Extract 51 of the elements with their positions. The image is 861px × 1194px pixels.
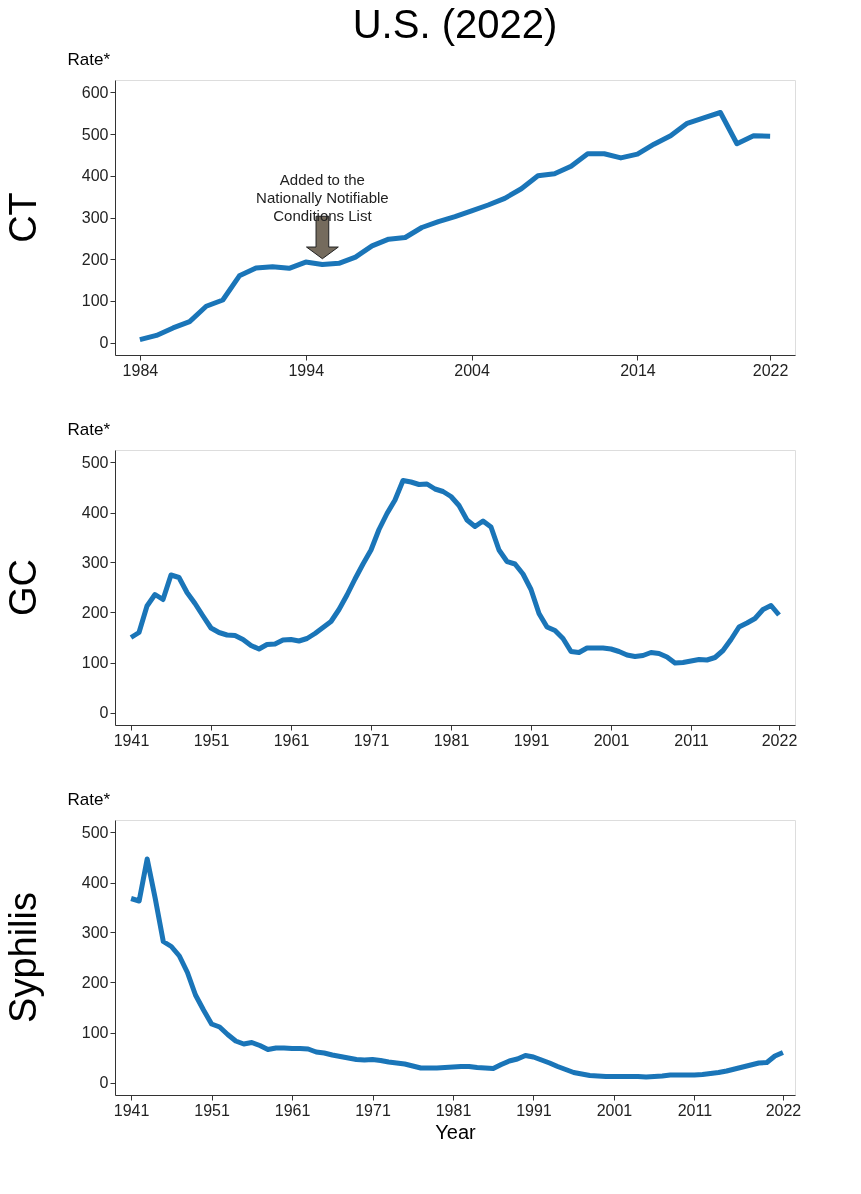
y-tick-label: 300 xyxy=(81,924,109,941)
y-tick-label: 0 xyxy=(99,334,109,351)
x-tick-label: 1941 xyxy=(113,731,150,749)
y-tick-label: 200 xyxy=(81,250,109,268)
x-tick-label: 2001 xyxy=(596,1101,633,1119)
y-tick-label: 400 xyxy=(81,504,109,521)
y-tick-label: 300 xyxy=(81,554,109,571)
y-tick-label: 200 xyxy=(81,974,109,991)
y-tick-label: 400 xyxy=(81,874,109,891)
text: GC xyxy=(2,559,44,616)
x-tick-label: 1961 xyxy=(274,1101,311,1119)
text: Syphilis xyxy=(2,892,44,1023)
x-tick-label: 1951 xyxy=(194,1101,230,1119)
y-tick-label: 400 xyxy=(81,167,109,185)
x-tick-label: 1991 xyxy=(516,1101,552,1119)
x-tick-label: 1981 xyxy=(433,731,470,749)
x-tick-label: 1981 xyxy=(435,1101,472,1119)
x-tick-label: 2022 xyxy=(765,1101,802,1119)
x-tick-label: 2022 xyxy=(752,361,789,379)
x-tick-label: 1941 xyxy=(113,1101,150,1119)
y-tick-label: 300 xyxy=(81,209,109,226)
y-axis-title: Rate* xyxy=(67,49,111,69)
x-tick-label: 1971 xyxy=(355,1101,391,1119)
y-tick-label: 0 xyxy=(99,1074,109,1091)
x-tick-label: 2022 xyxy=(761,731,798,749)
y-axis-title: Rate* xyxy=(67,789,111,809)
x-tick-label: 2011 xyxy=(674,731,709,749)
x-tick-label: 2011 xyxy=(677,1101,713,1119)
y-tick-label: 600 xyxy=(81,84,109,101)
y-tick-label: 500 xyxy=(81,824,109,841)
y-tick-label: 500 xyxy=(81,454,109,471)
y-axis-title: Rate* xyxy=(67,419,111,439)
x-axis-title: Year xyxy=(435,1120,477,1143)
x-tick-label: 2004 xyxy=(454,361,490,379)
annotation: Added to the Nationally Notifiable Conditions List xyxy=(256,170,389,224)
y-tick-label: 100 xyxy=(81,1024,109,1041)
x-tick-label: 1991 xyxy=(513,731,550,749)
x-tick-label: 2014 xyxy=(620,361,656,379)
y-tick-label: 100 xyxy=(81,292,109,310)
y-tick-label: 100 xyxy=(81,654,109,671)
x-tick-label: 1951 xyxy=(193,731,230,749)
x-tick-label: 2001 xyxy=(593,731,630,749)
x-tick-label: 1984 xyxy=(122,361,159,379)
y-tick-label: 0 xyxy=(99,704,109,721)
x-tick-label: 1994 xyxy=(288,361,325,379)
y-tick-label: 500 xyxy=(81,125,109,143)
chart-title: U.S. (2022) xyxy=(352,2,558,46)
y-tick-label: 200 xyxy=(81,604,109,621)
x-tick-label: 1971 xyxy=(353,731,390,749)
text: CT xyxy=(2,192,44,243)
x-tick-label: 1961 xyxy=(273,731,310,749)
